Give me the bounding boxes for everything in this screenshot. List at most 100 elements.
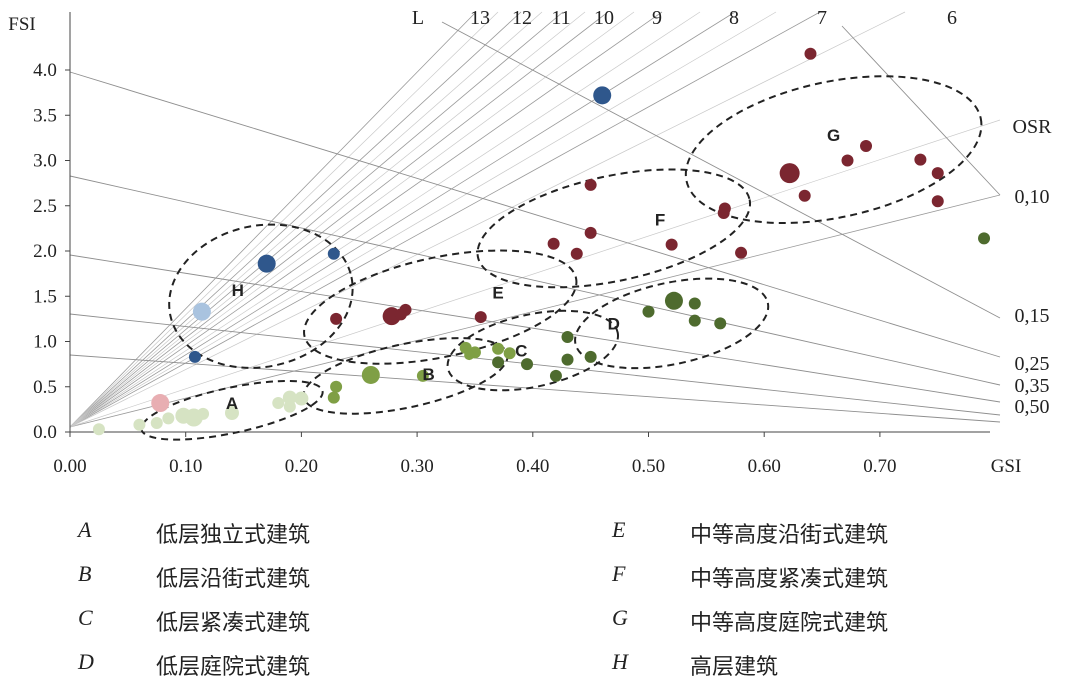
l-line (69, 11, 564, 428)
cluster-ellipse (476, 168, 752, 289)
legend-desc: 低层紧凑式建筑 (156, 611, 311, 636)
data-point (584, 350, 597, 363)
osr-line (69, 313, 1001, 416)
labels-group: L 13 12 11 10 9 8 7 6 OSR 0,10 0,15 0,250,350,50 A B C D… (226, 7, 1052, 418)
l-axis-label: L (412, 7, 424, 29)
data-point (584, 226, 597, 239)
cluster-label: H (232, 281, 244, 300)
data-point (688, 297, 701, 310)
y-tick-label: 2.0 (33, 241, 57, 262)
points-group (92, 47, 991, 436)
legend-desc: 低层沿街式建筑 (156, 567, 311, 592)
data-point (593, 86, 612, 105)
cluster-ellipse (446, 309, 620, 392)
data-point (914, 153, 927, 166)
y-tick-label: 2.5 (33, 196, 57, 217)
y-tick-label: 3.5 (33, 105, 57, 126)
data-point (570, 247, 583, 260)
axes-group: 0.00 0.10 0.20 0.30 0.40 0.50 0.60 0.70 0.0 0.5 1.… (8, 12, 1021, 477)
legend-key: E (612, 517, 626, 542)
l-value-label: 13 (470, 7, 490, 29)
l-value-label: 10 (594, 7, 614, 29)
osr-value-label: 0,35 (1015, 375, 1050, 397)
l-value-label: 8 (729, 7, 739, 29)
x-tick-label: 0.40 (516, 456, 549, 477)
data-point (224, 405, 239, 420)
l-value-label: 11 (551, 7, 570, 29)
osr-lines-group (69, 21, 1001, 423)
data-point (547, 237, 560, 250)
l-line-minor (69, 11, 777, 428)
data-point (804, 47, 817, 60)
data-point (503, 347, 516, 360)
l-value-label: 6 (947, 7, 957, 29)
l-value-label: 9 (652, 7, 662, 29)
data-point (735, 246, 748, 259)
osr-line (441, 21, 1001, 319)
legend-desc: 中等高度紧凑式建筑 (690, 567, 889, 592)
data-point (665, 238, 678, 251)
l-line-minor (69, 11, 586, 428)
legend-desc: 中等高度沿街式建筑 (690, 523, 889, 548)
data-point (718, 202, 731, 215)
cluster-label: C (515, 342, 527, 361)
y-tick-label: 0.5 (33, 377, 57, 398)
y-tick-label: 3.0 (33, 151, 57, 172)
cluster-label: G (827, 126, 840, 145)
l-line-minor (69, 11, 701, 428)
y-tick-label: 1.5 (33, 286, 57, 307)
l-line-minor (69, 119, 1001, 428)
data-point (549, 369, 562, 382)
spacemate-chart: 0.00 0.10 0.20 0.30 0.40 0.50 0.60 0.70 0.0 0.5 1.… (8, 7, 1052, 477)
osr-line (69, 175, 1001, 386)
data-point (492, 356, 505, 369)
cluster-label: B (423, 365, 435, 384)
l-value-label: 7 (817, 7, 827, 29)
clusters-group (140, 75, 983, 441)
data-point (841, 154, 854, 167)
cluster-ellipse (302, 337, 509, 415)
cluster-ellipse (574, 277, 770, 370)
data-point (394, 308, 407, 321)
legend-desc: 低层独立式建筑 (156, 523, 311, 548)
osr-value-label: 0,25 (1015, 353, 1050, 375)
data-point (978, 232, 991, 245)
osr-line (69, 254, 1001, 403)
l-line (69, 11, 477, 428)
y-tick-label: 0.0 (33, 422, 57, 443)
x-tick-label: 0.60 (748, 456, 781, 477)
data-point (361, 365, 380, 384)
data-point (561, 353, 574, 366)
cluster-label: F (655, 210, 665, 229)
y-tick-label: 1.0 (33, 332, 57, 353)
data-point (282, 390, 297, 405)
cluster-ellipse (303, 249, 578, 365)
l-line (69, 11, 663, 428)
cluster-ellipse (168, 223, 354, 369)
data-point (931, 167, 944, 180)
data-point (492, 342, 505, 355)
osr-value-label: 0,10 (1015, 186, 1050, 208)
data-point (664, 291, 683, 310)
y-tick-label: 4.0 (33, 60, 57, 81)
osr-axis-label: OSR (1013, 116, 1053, 138)
data-point (860, 140, 873, 153)
l-line-minor (69, 11, 543, 428)
l-line (69, 11, 609, 428)
data-point (92, 423, 105, 436)
x-axis-label: GSI (991, 456, 1022, 477)
x-tick-label: 0.00 (53, 456, 86, 477)
legend: A 低层独立式建筑 B 低层沿街式建筑 C 低层紧凑式建筑 D 低层庭院式建筑 … (0, 505, 1080, 690)
data-point (521, 358, 534, 371)
data-point (330, 380, 343, 393)
data-point (798, 189, 811, 202)
data-point (714, 317, 727, 330)
data-point (416, 369, 429, 382)
data-point (294, 391, 309, 406)
data-point (464, 350, 475, 361)
cluster-label: D (608, 314, 620, 333)
l-line-minor (69, 11, 499, 428)
l-line-minor (69, 11, 906, 428)
cluster-ellipse (684, 75, 983, 225)
legend-key: C (78, 605, 93, 630)
